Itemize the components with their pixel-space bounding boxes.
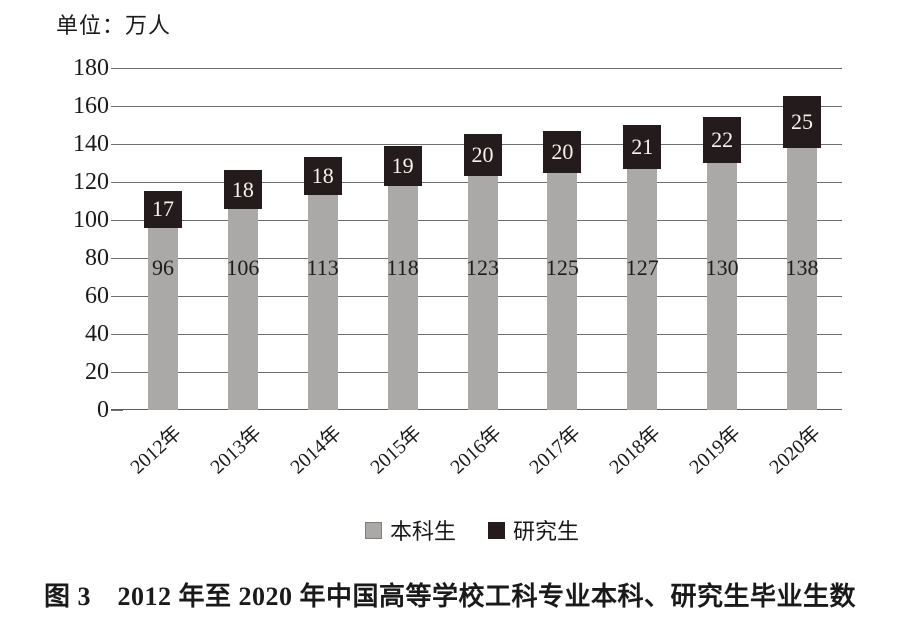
y-axis-tick — [111, 409, 123, 411]
y-axis-tick — [111, 181, 123, 183]
bar-segment-grad: 22 — [703, 117, 742, 163]
y-axis-tick — [111, 143, 123, 145]
y-axis-tick — [111, 257, 123, 259]
bar-value-label-undergrad: 118 — [386, 255, 419, 280]
y-axis-label: 180 — [73, 55, 109, 81]
y-axis-tick — [111, 67, 123, 69]
bar-segment-grad: 19 — [383, 145, 422, 186]
y-axis-tick — [111, 295, 123, 297]
bar-segment-undergrad — [307, 195, 338, 410]
y-axis-label: 20 — [85, 359, 109, 385]
y-axis-label: 160 — [73, 93, 109, 119]
bar-segment-grad: 21 — [623, 124, 662, 169]
bar-segment-undergrad — [787, 147, 818, 410]
legend-label: 本科生 — [389, 519, 456, 544]
legend-item: 研究生 — [488, 514, 579, 546]
y-axis-label: 0 — [97, 397, 109, 423]
unit-label: 单位：万人 — [56, 13, 172, 38]
legend-swatch-icon — [488, 521, 505, 539]
gridline — [123, 105, 842, 107]
bar-group: 20 125 — [543, 130, 582, 410]
legend-item: 本科生 — [364, 514, 456, 546]
y-axis-label: 80 — [85, 245, 109, 271]
bar-value-label-undergrad: 113 — [306, 255, 339, 280]
plot-area: 0 20 40 60 80 100 120 140 160 180 17 96 2012年 18 106 20… — [73, 56, 842, 478]
y-axis-label: 120 — [73, 169, 109, 195]
legend: 本科生 研究生 — [22, 514, 900, 546]
bar-value-label-undergrad: 123 — [466, 255, 499, 280]
bar-segment-undergrad — [387, 185, 418, 410]
bar-value-label-undergrad: 96 — [151, 255, 174, 280]
bar-group: 20 123 — [463, 134, 502, 410]
bar-group: 18 106 — [223, 170, 262, 410]
bar-value-label-undergrad: 130 — [705, 255, 739, 280]
bar-segment-undergrad — [467, 176, 498, 410]
y-axis-label: 40 — [85, 321, 109, 347]
y-axis-label: 60 — [85, 283, 109, 309]
bar-group: 19 118 — [383, 145, 422, 410]
bar-segment-undergrad — [707, 163, 738, 410]
bar-segment-grad: 18 — [223, 170, 262, 209]
legend-swatch-icon — [364, 521, 382, 539]
y-axis-label: 140 — [73, 131, 109, 157]
bar-segment-undergrad — [627, 168, 658, 410]
y-axis-label: 100 — [73, 207, 109, 233]
bar-value-label-undergrad: 125 — [545, 255, 579, 280]
bar-group: 18 113 — [303, 157, 342, 410]
bar-segment-grad: 20 — [463, 134, 502, 177]
bar-segment-undergrad — [547, 172, 578, 410]
figure-caption: 图 3 2012 年至 2020 年中国高等学校工科专业本科、研究生毕业生数 — [43, 582, 856, 611]
bar-segment-undergrad — [227, 208, 258, 410]
y-axis-tick — [111, 105, 123, 107]
y-axis-tick — [111, 371, 123, 373]
bar-group: 22 130 — [703, 117, 742, 410]
y-axis-tick — [111, 333, 123, 335]
bar-segment-grad: 18 — [303, 157, 342, 196]
bar-segment-undergrad — [147, 227, 178, 410]
gridline — [123, 67, 842, 69]
legend-label: 研究生 — [513, 519, 580, 544]
y-axis-tick — [111, 219, 123, 221]
bar-value-label-undergrad: 138 — [785, 255, 819, 280]
bar-segment-grad: 20 — [543, 130, 582, 173]
bar-value-label-undergrad: 106 — [226, 255, 260, 280]
bar-group: 25 138 — [783, 96, 822, 410]
bar-group: 21 127 — [623, 124, 662, 410]
bar-value-label-undergrad: 127 — [625, 255, 659, 280]
bar-group: 17 96 — [143, 191, 182, 410]
bar-segment-grad: 17 — [143, 191, 182, 228]
bar-segment-grad: 25 — [783, 96, 822, 148]
